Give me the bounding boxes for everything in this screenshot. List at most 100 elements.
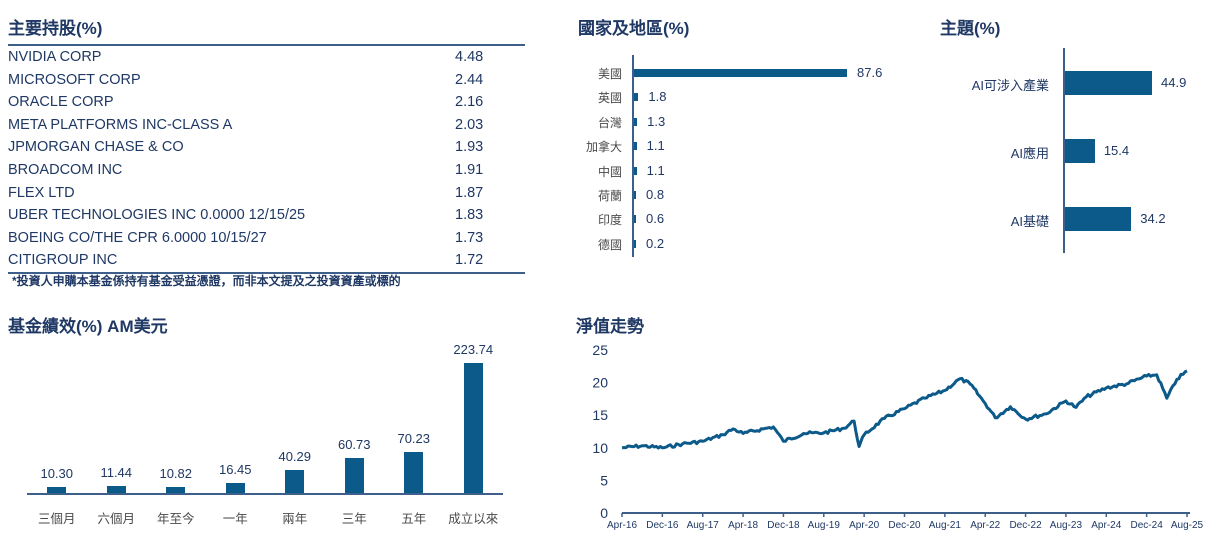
x-axis-tick-label: Apr-22 [970, 520, 1000, 531]
theme-bar [1065, 71, 1152, 95]
theme-bar [1065, 207, 1132, 231]
table-row: META PLATFORMS INC-CLASS A 2.03 [8, 114, 525, 137]
x-axis-tick-label: Aug-25 [1171, 520, 1204, 531]
performance-value-label: 70.23 [397, 431, 431, 447]
performance-period-label: 成立以來 [448, 512, 499, 526]
performance-period-label: 六個月 [97, 512, 135, 526]
country-label: 美國 [597, 67, 622, 81]
country-bar-chart: 美國 87.6 英國 1.8 台灣 1.3 加拿大 1.1 中國 1.1 荷蘭 0.8 印度 0.6 德國 0… [570, 55, 900, 260]
country-bar [634, 215, 636, 224]
x-axis-tick-label: Apr-16 [607, 520, 637, 531]
holding-weight: 2.16 [455, 94, 484, 111]
performance-period-label: 三年 [341, 512, 367, 526]
holding-weight: 2.03 [455, 116, 484, 133]
nav-line [621, 369, 1188, 450]
x-axis-tick-label: Aug-17 [687, 520, 720, 531]
theme-label: AI應用 [1010, 146, 1049, 161]
country-value-label: 87.6 [857, 65, 883, 80]
table-row: ORACLE CORP 2.16 [8, 91, 525, 114]
table-row: BOEING CO/THE CPR 6.0000 10/15/27 1.73 [8, 227, 525, 250]
nav-chart-title: 淨值走勢 [576, 317, 644, 336]
theme-value-label: 15.4 [1103, 143, 1130, 158]
performance-period-label: 年至今 [156, 512, 195, 526]
theme-chart-title: 主題(%) [940, 19, 1001, 38]
performance-bar [344, 457, 364, 493]
y-axis-tick-label: 5 [600, 472, 608, 488]
performance-chart-title: 基金績效(%) AM美元 [8, 317, 168, 336]
country-label: 英國 [597, 91, 622, 106]
performance-value-label: 60.73 [337, 436, 371, 452]
table-row: NVIDIA CORP 4.48 [8, 46, 525, 69]
country-bar [634, 239, 636, 248]
performance-bar [106, 486, 126, 493]
x-axis-tick-label: Dec-18 [767, 520, 800, 531]
performance-bar [225, 483, 245, 493]
country-bar [634, 191, 636, 199]
holding-name: META PLATFORMS INC-CLASS A [8, 116, 233, 133]
performance-value-label: 16.45 [218, 462, 252, 478]
performance-bar-chart: 10.30 三個月 11.44 六個月 10.82 年至今 16.45 一年 40.29 兩年 60… [0, 335, 520, 535]
performance-value-label: 11.44 [100, 465, 133, 481]
performance-period-label: 一年 [222, 512, 248, 526]
country-value-label: 1.8 [648, 89, 667, 105]
y-axis-tick-label: 10 [592, 440, 608, 456]
country-value-label: 0.2 [646, 235, 665, 251]
x-axis-tick-label: Apr-18 [728, 520, 758, 531]
y-axis-tick-label: 0 [600, 505, 608, 521]
country-bar [634, 93, 639, 102]
x-axis-tick-label: Dec-24 [1131, 520, 1164, 531]
performance-value-label: 223.74 [453, 342, 494, 357]
performance-period-label: 五年 [401, 512, 427, 526]
table-row: FLEX LTD 1.87 [8, 182, 525, 205]
holding-name: BOEING CO/THE CPR 6.0000 10/15/27 [8, 229, 267, 246]
table-top-rule [8, 44, 525, 46]
x-axis-tick-label: Apr-24 [1091, 520, 1121, 531]
x-axis-tick-label: Aug-23 [1050, 520, 1083, 531]
country-value-label: 1.3 [647, 113, 666, 129]
table-bottom-rule [8, 271, 525, 274]
holding-name: UBER TECHNOLOGIES INC 0.0000 12/15/25 [8, 207, 306, 224]
x-axis-tick-label: Aug-21 [929, 520, 962, 531]
theme-label: AI可涉入產業 [971, 78, 1049, 93]
y-axis-tick-label: 15 [592, 407, 608, 423]
performance-baseline [27, 493, 503, 495]
x-axis-tick-label: Aug-19 [808, 520, 841, 531]
performance-bar [166, 486, 186, 493]
holding-name: ORACLE CORP [8, 94, 114, 111]
holdings-table: NVIDIA CORP 4.48 MICROSOFT CORP 2.44 ORACLE … [8, 44, 525, 274]
performance-bar [463, 363, 483, 493]
holding-name: FLEX LTD [8, 184, 75, 201]
table-row: MICROSOFT CORP 2.44 [8, 69, 525, 92]
disclaimer-note: *投資人申購本基金係持有基金受益憑證，而非本文提及之投資資產或標的 [12, 274, 401, 288]
holding-weight: 1.73 [455, 229, 484, 246]
holding-weight: 1.72 [455, 252, 484, 269]
theme-label: AI基礎 [1010, 214, 1049, 229]
x-axis-tick-label: Apr-20 [849, 520, 879, 531]
theme-bar-chart: AI可涉入產業 44.9 AI應用 15.4 AI基礎 34.2 [920, 48, 1209, 258]
performance-bar [404, 452, 424, 493]
theme-bar [1065, 139, 1095, 163]
holding-weight: 1.87 [455, 184, 484, 201]
nav-line-chart: 0 5 10 15 20 25 Apr-16 Dec-16 Aug-17 Apr-18 Dec-18… [592, 342, 1204, 531]
country-label: 加拿大 [585, 140, 622, 155]
y-axis-tick-label: 25 [592, 342, 608, 358]
theme-value-label: 34.2 [1140, 211, 1166, 226]
performance-bar [285, 469, 305, 493]
table-row: BROADCOM INC 1.91 [8, 159, 525, 182]
performance-period-label: 三個月 [37, 512, 76, 526]
theme-axis-line [1063, 48, 1065, 253]
holdings-rows: NVIDIA CORP 4.48 MICROSOFT CORP 2.44 ORACLE … [8, 46, 525, 272]
holding-name: NVIDIA CORP [8, 49, 102, 65]
performance-period-label: 兩年 [282, 512, 308, 526]
country-value-label: 0.6 [646, 211, 665, 227]
country-bar [634, 69, 847, 77]
country-label: 荷蘭 [597, 189, 622, 203]
holding-weight: 2.44 [455, 71, 484, 88]
holding-weight: 1.83 [455, 207, 484, 224]
y-axis-tick-label: 20 [592, 375, 608, 391]
holding-name: JPMORGAN CHASE & CO [8, 139, 184, 156]
country-label: 印度 [597, 213, 622, 228]
performance-value-label: 10.30 [40, 466, 74, 481]
performance-value-label: 40.29 [278, 448, 312, 464]
x-axis-tick-label: Dec-22 [1009, 520, 1042, 531]
